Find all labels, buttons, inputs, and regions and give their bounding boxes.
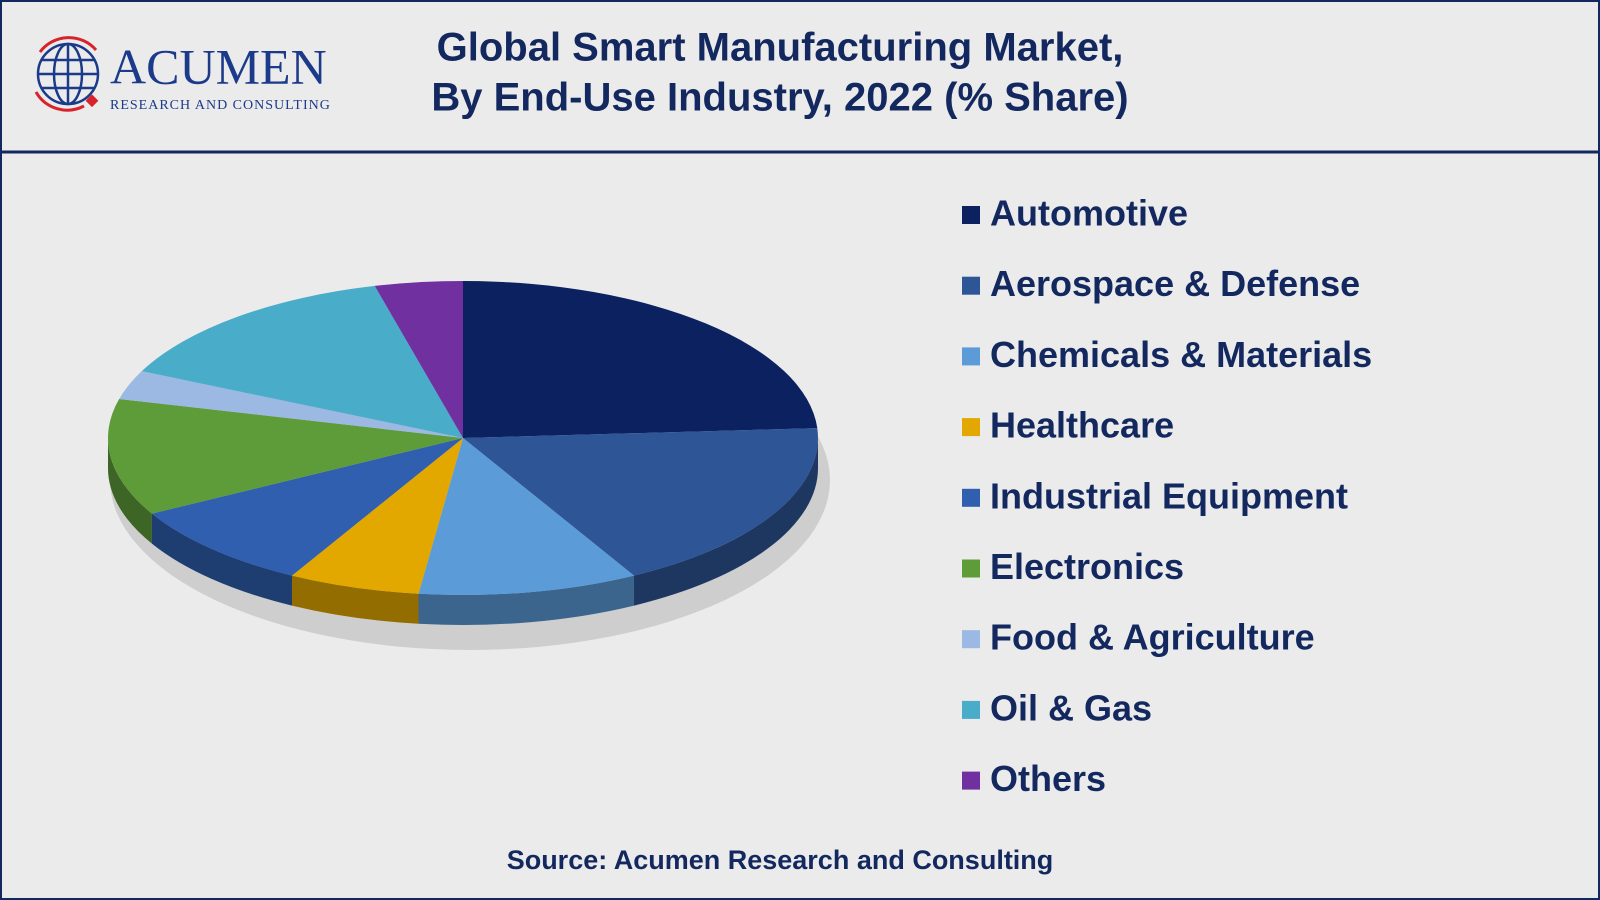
slice-top <box>463 428 819 576</box>
slice <box>291 438 463 624</box>
slice <box>141 285 464 438</box>
legend-label: Aerospace & Defense <box>990 263 1360 304</box>
legend-label: Food & Agriculture <box>990 617 1315 658</box>
legend-label: Automotive <box>990 193 1188 234</box>
legend-swatch <box>962 206 980 224</box>
logo-tagline: RESEARCH AND CONSULTING <box>110 98 331 113</box>
legend-label: Others <box>990 758 1106 799</box>
legend-swatch <box>962 559 980 578</box>
slice-top <box>141 285 464 438</box>
slice-side-shade <box>151 513 292 606</box>
slice-top <box>463 281 818 438</box>
slice-top <box>108 398 463 514</box>
slice <box>463 281 818 438</box>
slice <box>418 438 635 625</box>
slice-top <box>151 438 463 576</box>
slice-side-shade <box>634 438 818 606</box>
slice-side <box>291 575 419 624</box>
legend-label: Chemicals & Materials <box>990 334 1372 375</box>
legend-swatch <box>962 276 980 295</box>
logo-name: ACUMEN <box>110 38 327 94</box>
legend-label: Oil & Gas <box>990 687 1152 728</box>
chart-title: Global Smart Manufacturing Market, <box>437 26 1124 70</box>
slice-side <box>151 513 292 606</box>
legend-swatch <box>962 771 980 790</box>
logo-globe <box>34 36 100 112</box>
source: Source: Acumen Research and Consulting <box>507 845 1054 875</box>
slice-side-shade <box>291 575 419 624</box>
legend-swatch <box>962 347 980 366</box>
slice <box>151 438 463 606</box>
legend-swatch <box>962 700 980 719</box>
legend-label: Industrial Equipment <box>990 475 1348 516</box>
slice <box>108 398 463 544</box>
legend-swatch <box>962 488 980 507</box>
chart-subtitle: By End-Use Industry, 2022 (% Share) <box>431 76 1128 120</box>
slice-top <box>291 438 463 594</box>
slice <box>374 281 463 438</box>
slice <box>119 371 463 438</box>
slice-top <box>418 438 635 596</box>
legend-swatch <box>962 630 980 649</box>
slice-side-shade <box>418 575 635 625</box>
legend-label: Electronics <box>990 546 1184 587</box>
slice-side <box>634 438 818 606</box>
slice-side <box>418 575 635 625</box>
slice-side <box>108 438 152 544</box>
slice-side-shade <box>108 438 152 544</box>
slice-top <box>119 371 463 438</box>
legend-label: Healthcare <box>990 405 1174 446</box>
slice-top <box>374 281 463 438</box>
legend-swatch <box>962 418 980 437</box>
slice <box>463 428 819 606</box>
